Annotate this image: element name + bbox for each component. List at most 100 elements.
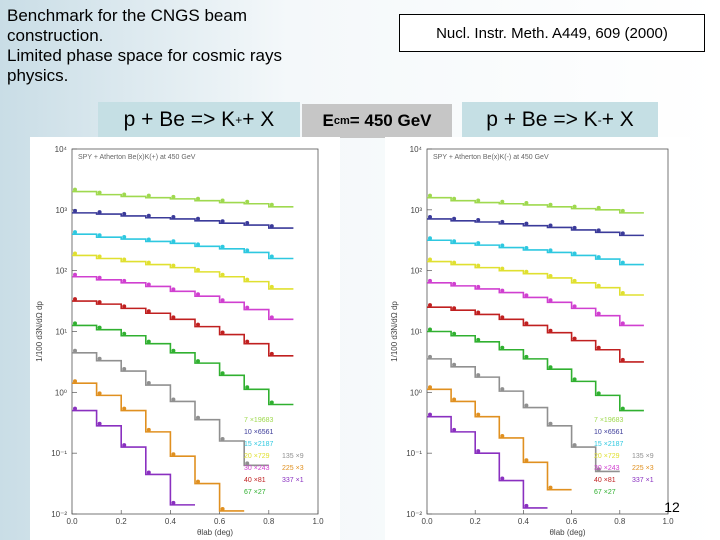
data-point <box>171 214 176 219</box>
data-point <box>572 204 577 209</box>
data-point <box>428 327 432 332</box>
x-axis-label: θlab (deg) <box>549 528 585 537</box>
data-point <box>596 228 601 233</box>
data-point <box>476 310 481 315</box>
data-point <box>245 339 250 344</box>
series-line <box>72 233 294 260</box>
legend-entry: 135 ×9 <box>282 453 304 460</box>
data-point <box>196 415 200 420</box>
data-point <box>596 467 601 472</box>
x-tick-label: 1.0 <box>662 517 674 526</box>
legend-entry: 20 ×729 <box>244 453 270 460</box>
data-point <box>524 354 529 359</box>
data-point <box>73 406 77 411</box>
data-point <box>146 339 151 344</box>
x-tick-label: 0.8 <box>263 517 275 526</box>
series-line <box>72 212 294 229</box>
chart-k-plus: SPY + Atherton Be(x)K(+) at 450 GeV 10⁴ 10… <box>35 145 324 537</box>
reaction-right-label: p + Be => K- + X <box>462 102 658 138</box>
data-point <box>73 230 77 235</box>
intro-text: Benchmark for the CNGS beam construction… <box>7 6 347 86</box>
reaction-main: p + Be => K <box>123 108 236 131</box>
x-tick-label: 0.6 <box>566 517 578 526</box>
data-point <box>500 219 505 224</box>
data-point <box>97 254 102 259</box>
series-line <box>427 330 644 412</box>
data-point <box>171 263 176 268</box>
data-point <box>171 397 176 402</box>
legend-entry: 225 ×3 <box>632 465 654 472</box>
data-point <box>146 282 151 287</box>
data-point <box>269 400 274 405</box>
data-point <box>596 283 601 288</box>
data-point <box>245 385 250 390</box>
data-point <box>220 298 225 303</box>
y-tick-label: 10³ <box>55 206 67 215</box>
y-axis-label: 1/100 d3N/dΩ dp <box>390 301 399 362</box>
ecm-value: = 450 GeV <box>349 111 432 130</box>
data-point <box>428 257 432 262</box>
data-point <box>476 218 481 222</box>
data-point <box>97 233 102 238</box>
legend-entry: 30 ×243 <box>594 465 620 472</box>
data-point <box>428 236 432 241</box>
intro-line: Benchmark for the CNGS beam <box>7 6 247 25</box>
data-point <box>452 397 457 402</box>
data-point <box>500 288 505 293</box>
y-tick-label: 10² <box>55 267 67 276</box>
data-point <box>245 248 250 253</box>
data-point <box>572 278 577 283</box>
legend-entry: 40 ×81 <box>244 477 266 484</box>
y-tick-label: 10⁻¹ <box>406 449 422 458</box>
y-tick-label: 10⁻² <box>406 510 422 519</box>
legend-entry: 15 ×2187 <box>594 441 623 448</box>
y-tick-label: 10⁴ <box>55 145 68 154</box>
data-point <box>171 315 176 320</box>
data-point <box>97 275 102 280</box>
data-point <box>596 255 601 260</box>
data-point <box>548 421 553 426</box>
series-line <box>72 190 294 208</box>
data-point <box>73 379 77 384</box>
reaction-main: p + Be => K <box>486 108 598 131</box>
data-point <box>524 221 529 226</box>
legend-entry: 337 ×1 <box>632 477 654 484</box>
data-point <box>596 391 601 396</box>
x-tick-label: 0.4 <box>165 517 177 526</box>
data-point <box>524 245 529 250</box>
data-point <box>245 221 250 226</box>
data-point <box>220 272 225 277</box>
y-tick-label: 10⁻² <box>51 510 67 519</box>
x-tick-label: 0.2 <box>116 517 128 526</box>
data-point <box>428 303 432 308</box>
legend-entry: 225 ×3 <box>282 465 304 472</box>
data-point <box>452 362 457 367</box>
data-point <box>269 254 274 259</box>
data-point <box>122 331 127 336</box>
x-tick-label: 1.0 <box>312 517 324 526</box>
data-point <box>245 277 250 282</box>
series-line <box>427 306 644 363</box>
reaction-charge: + <box>235 113 243 127</box>
series-line <box>427 358 620 473</box>
x-tick-label: 0.2 <box>470 517 482 526</box>
data-point <box>269 315 274 320</box>
data-point <box>620 260 625 265</box>
data-point <box>500 266 505 271</box>
data-point <box>548 485 553 490</box>
reaction-charge: - <box>597 113 602 127</box>
data-point <box>97 356 102 361</box>
chart-panel-k-minus: SPY + Atherton Be(x)K(-) at 450 GeV 10⁴ 10… <box>385 137 690 540</box>
data-point <box>122 257 127 262</box>
data-point <box>269 284 274 289</box>
data-point <box>146 427 151 432</box>
reference-text: Nucl. Instr. Meth. A449, 609 (2000) <box>436 24 668 42</box>
data-point <box>122 304 127 309</box>
data-point <box>500 433 505 438</box>
data-point <box>122 278 127 283</box>
data-point <box>97 325 102 330</box>
data-point <box>524 503 529 508</box>
data-point <box>548 328 553 333</box>
data-point <box>524 403 529 408</box>
